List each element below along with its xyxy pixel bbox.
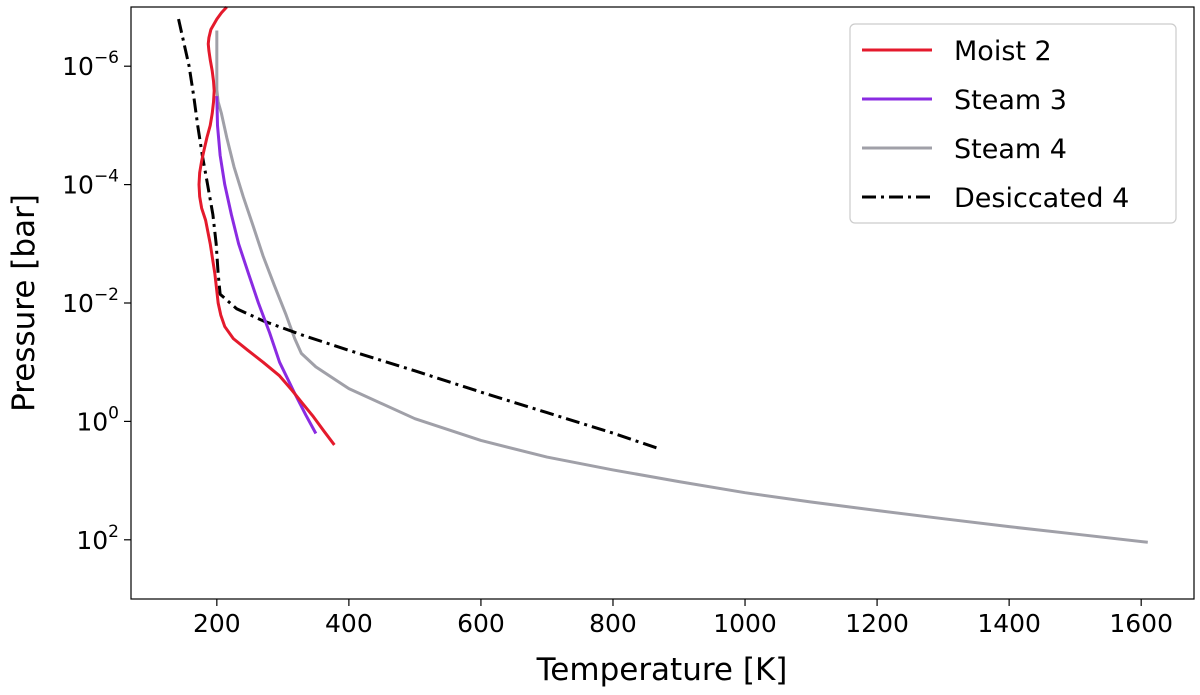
- legend-label: Steam 4: [954, 134, 1067, 165]
- x-tick-label: 1400: [977, 609, 1041, 638]
- series-line-moist-2: [197, 5, 336, 446]
- y-tick-label: 10−2: [62, 285, 119, 318]
- y-tick-base: 10: [62, 171, 94, 200]
- x-tick-label: 1000: [713, 609, 777, 638]
- y-tick-label: 10−6: [62, 48, 119, 81]
- y-tick-base: 10: [76, 526, 108, 555]
- y-tick-label: 102: [76, 522, 119, 555]
- x-tick-label: 1200: [845, 609, 909, 638]
- y-tick-base: 10: [62, 52, 94, 81]
- series-layer: [177, 5, 1148, 544]
- series-line-steam-4: [215, 30, 1148, 544]
- legend-label: Moist 2: [954, 36, 1052, 67]
- x-tick-label: 1600: [1109, 609, 1173, 638]
- x-axis-ticks: 200 400 600 800 1000 1200 1400 1600: [193, 599, 1173, 638]
- y-tick-exponent: −2: [94, 285, 119, 305]
- y-tick-exponent: −6: [94, 48, 119, 68]
- y-tick-exponent: 0: [108, 403, 119, 423]
- legend-box: [849, 23, 1177, 224]
- x-tick-label: 400: [325, 609, 373, 638]
- y-axis-label: Pressure [bar]: [6, 194, 42, 412]
- legend-label: Steam 3: [954, 85, 1067, 116]
- y-tick-base: 10: [76, 407, 108, 436]
- y-tick-label: 100: [76, 403, 119, 436]
- x-tick-label: 200: [193, 609, 241, 638]
- legend: Moist 2 Steam 3 Steam 4 Desiccated 4: [849, 23, 1177, 224]
- y-tick-label: 10−4: [62, 167, 119, 200]
- x-axis-label: Temperature [K]: [536, 652, 788, 688]
- series-line-desiccated-4: [177, 18, 660, 451]
- legend-label: Desiccated 4: [954, 183, 1129, 214]
- y-tick-exponent: 2: [108, 522, 119, 542]
- y-tick-base: 10: [62, 289, 94, 318]
- x-tick-label: 600: [457, 609, 505, 638]
- y-tick-exponent: −4: [94, 167, 119, 187]
- x-tick-label: 800: [589, 609, 637, 638]
